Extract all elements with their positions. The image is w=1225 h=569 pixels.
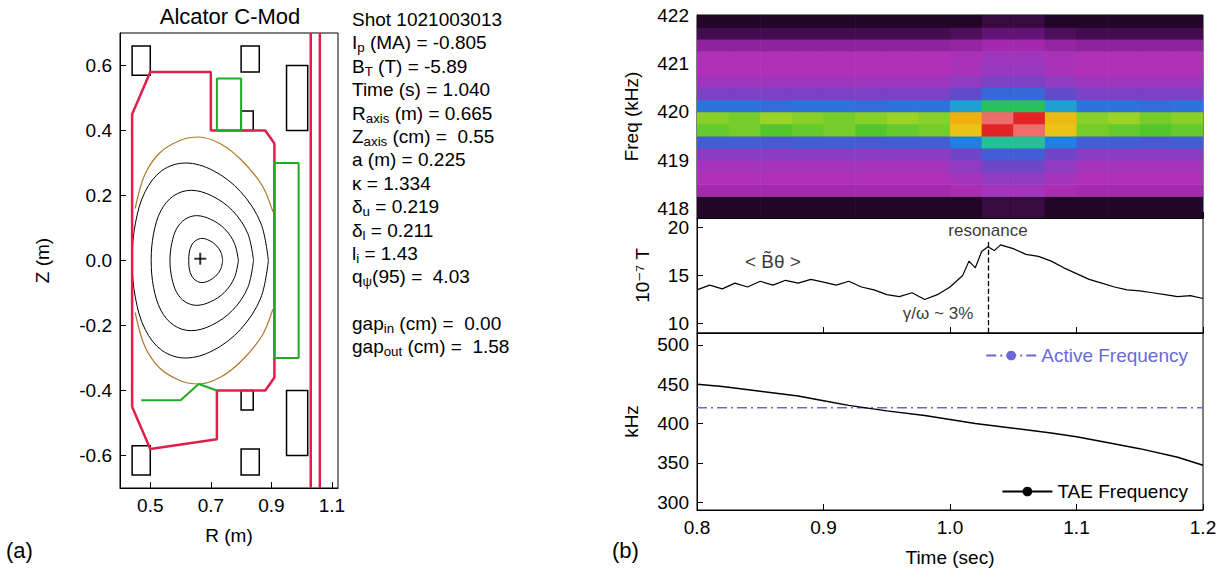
svg-text:0.9: 0.9 bbox=[810, 517, 836, 538]
svg-text:0.9: 0.9 bbox=[258, 495, 284, 516]
html-text:κ = 1.334: κ = 1.334 bbox=[352, 172, 431, 194]
svg-text:422: 422 bbox=[657, 5, 689, 26]
svg-text:0.8: 0.8 bbox=[684, 517, 710, 538]
html-text:(b): (b) bbox=[612, 538, 639, 563]
html-text:Zaxis(cm) = 0.55: Zaxis(cm) = 0.55 bbox=[352, 126, 495, 150]
html-text:(a): (a) bbox=[6, 538, 33, 563]
html-text:Ip(MA) = -0.805: Ip(MA) = -0.805 bbox=[352, 32, 487, 56]
html-text:li= 1.43: li= 1.43 bbox=[352, 242, 418, 267]
svg-text:Freq (kHz): Freq (kHz) bbox=[621, 72, 642, 162]
html-text:qψ(95) = 4.03: qψ(95) = 4.03 bbox=[352, 266, 470, 290]
svg-text:10⁻⁷ T: 10⁻⁷ T bbox=[632, 248, 653, 303]
svg-text:-0.6: -0.6 bbox=[79, 445, 112, 466]
html-text:Time (s) = 1.040: Time (s) = 1.040 bbox=[352, 79, 491, 101]
svg-text:350: 350 bbox=[657, 452, 689, 473]
svg-text:450: 450 bbox=[657, 374, 689, 395]
svg-text:418: 418 bbox=[657, 198, 689, 219]
html-text:Raxis(m) = 0.665: Raxis(m) = 0.665 bbox=[352, 102, 493, 126]
svg-text:0.7: 0.7 bbox=[198, 495, 224, 516]
svg-text:1.1: 1.1 bbox=[1063, 517, 1089, 538]
html-text:gapout(cm) = 1.58: gapout(cm) = 1.58 bbox=[352, 336, 510, 360]
svg-text:15: 15 bbox=[668, 265, 689, 286]
svg-text:20: 20 bbox=[668, 217, 689, 238]
svg-text:Time (sec): Time (sec) bbox=[905, 547, 994, 568]
svg-text:kHz: kHz bbox=[621, 405, 642, 438]
svg-text:1.2: 1.2 bbox=[1190, 517, 1216, 538]
svg-text:0.5: 0.5 bbox=[137, 495, 163, 516]
svg-text:419: 419 bbox=[657, 150, 689, 171]
svg-text:0.6: 0.6 bbox=[86, 55, 112, 76]
svg-text:0.0: 0.0 bbox=[86, 250, 112, 271]
html-text:δu= 0.219: δu= 0.219 bbox=[352, 196, 440, 220]
svg-text:0.2: 0.2 bbox=[86, 185, 112, 206]
svg-text:TAE Frequency: TAE Frequency bbox=[1057, 481, 1188, 502]
svg-text:420: 420 bbox=[657, 101, 689, 122]
svg-text:< B̃θ >: < B̃θ > bbox=[745, 250, 801, 271]
html-text:BT(T) = -5.89: BT(T) = -5.89 bbox=[352, 55, 468, 80]
svg-text:Z (m): Z (m) bbox=[32, 238, 53, 283]
svg-text:421: 421 bbox=[657, 53, 689, 74]
svg-text:10: 10 bbox=[668, 313, 689, 334]
svg-text:γ/ω ~ 3%: γ/ω ~ 3% bbox=[903, 304, 973, 323]
html-text:gapin(cm) = 0.00: gapin(cm) = 0.00 bbox=[352, 313, 502, 337]
svg-text:1.0: 1.0 bbox=[937, 517, 963, 538]
svg-text:-0.2: -0.2 bbox=[79, 315, 112, 336]
html-text:a (m) = 0.225: a (m) = 0.225 bbox=[352, 149, 466, 171]
svg-text:0.4: 0.4 bbox=[86, 120, 113, 141]
svg-text:500: 500 bbox=[657, 334, 689, 355]
svg-text:300: 300 bbox=[657, 492, 689, 513]
html-text:Shot 1021003013: Shot 1021003013 bbox=[352, 9, 502, 30]
svg-text:400: 400 bbox=[657, 413, 689, 434]
svg-text:-0.4: -0.4 bbox=[79, 380, 112, 401]
html-text:δl= 0.211: δl= 0.211 bbox=[352, 219, 434, 243]
svg-text:resonance: resonance bbox=[948, 221, 1027, 240]
svg-text:1.1: 1.1 bbox=[319, 495, 345, 516]
svg-text:R (m): R (m) bbox=[205, 525, 252, 546]
html-text:Alcator C-Mod: Alcator C-Mod bbox=[159, 4, 301, 29]
svg-text:Active Frequency: Active Frequency bbox=[1041, 345, 1188, 366]
